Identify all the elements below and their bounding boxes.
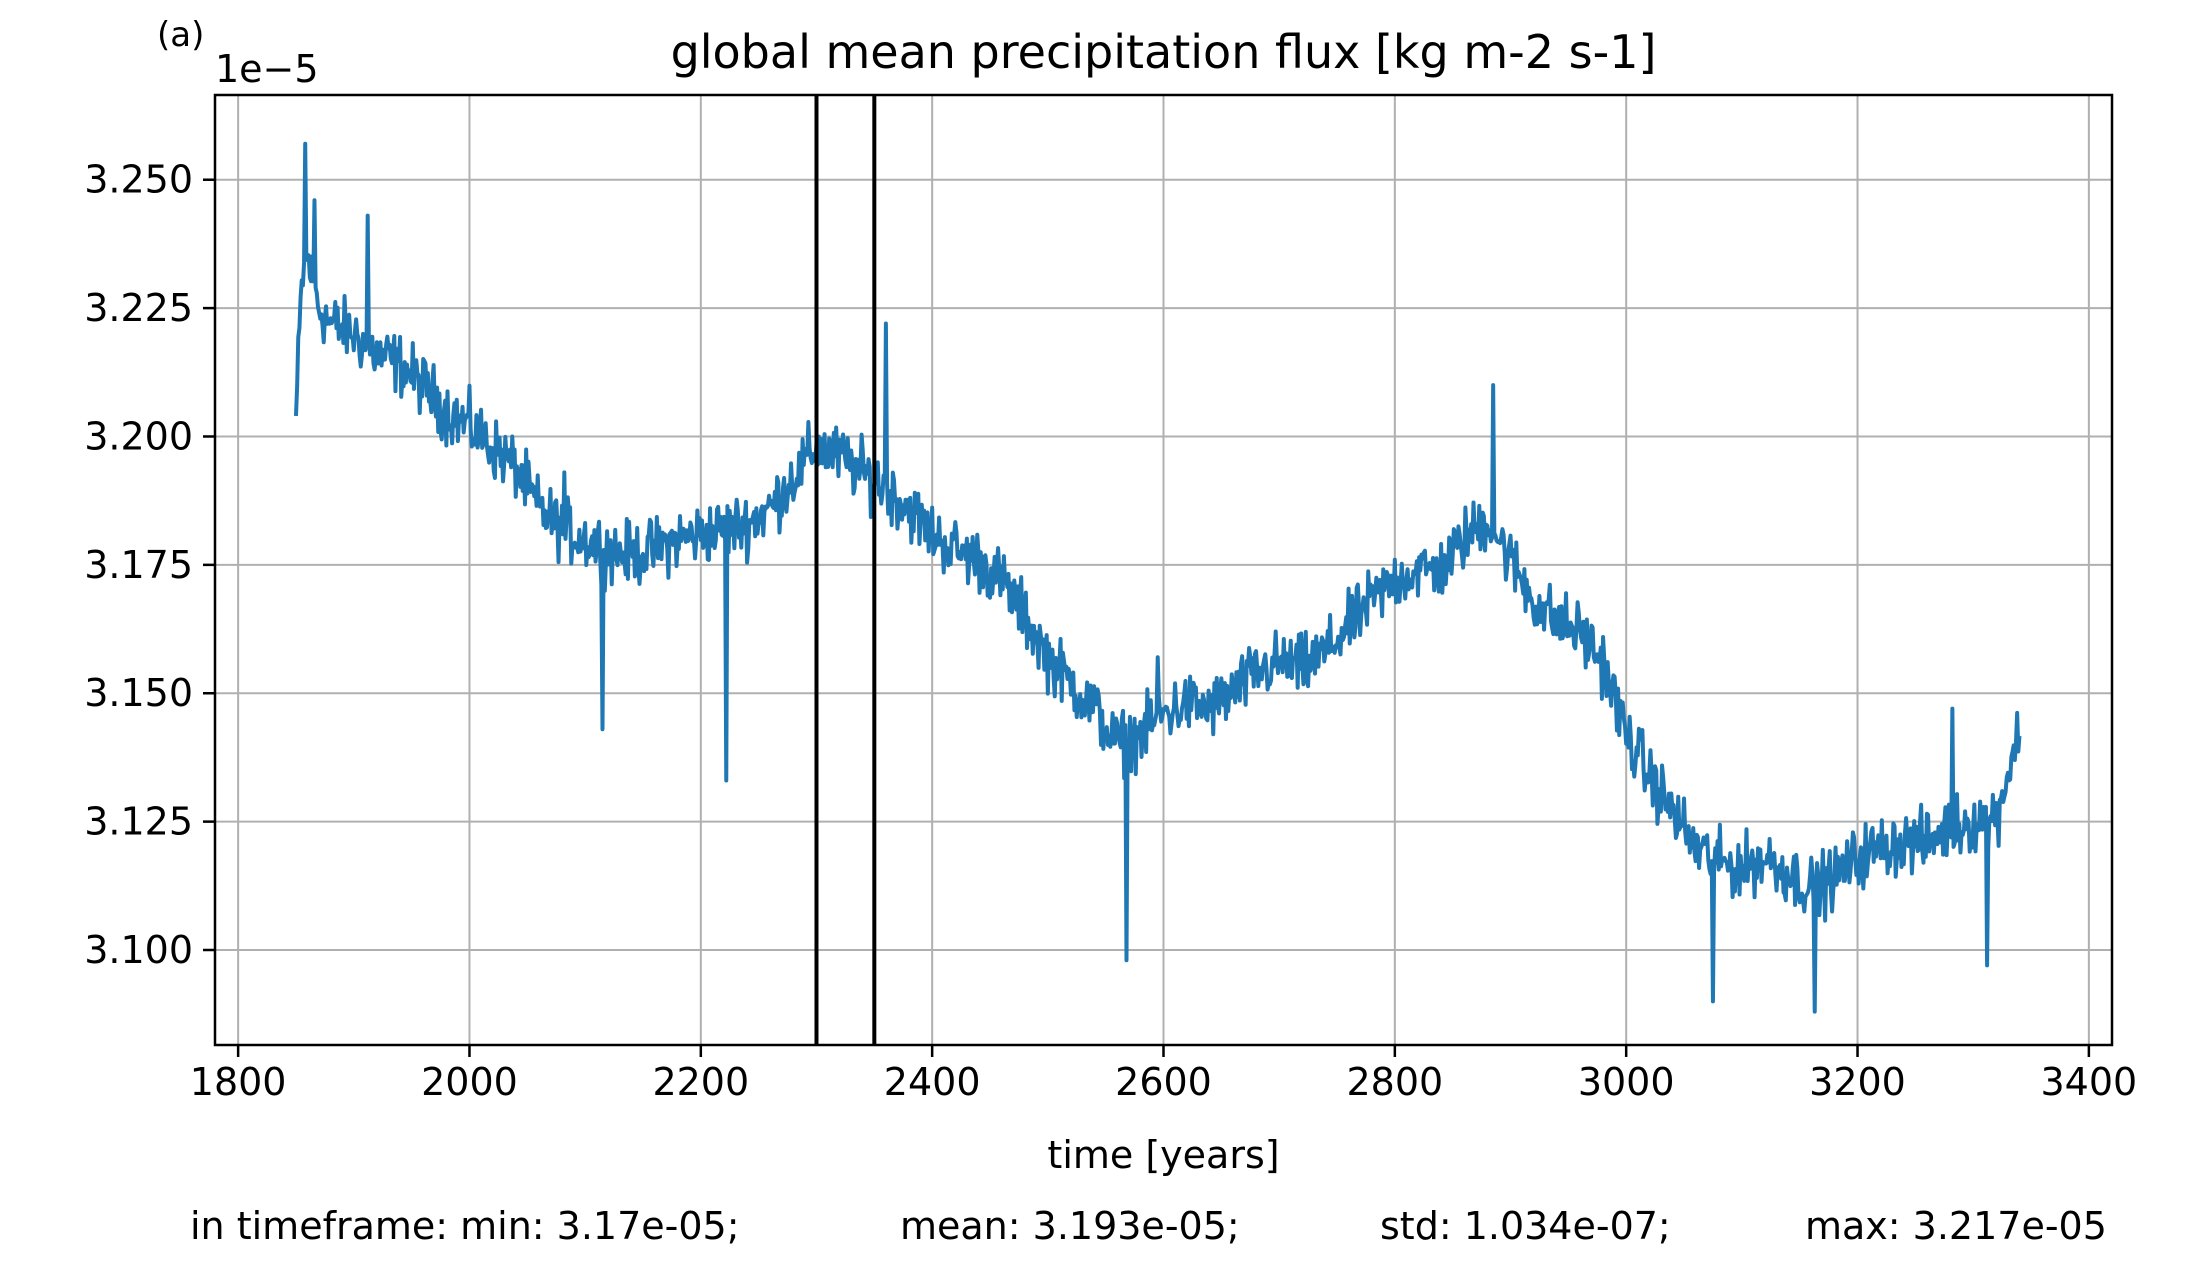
chart-title: global mean precipitation flux [kg m-2 s… bbox=[671, 25, 1657, 79]
panel-label: (a) bbox=[157, 15, 204, 55]
x-tick-label: 2400 bbox=[884, 1060, 981, 1104]
x-axis-label: time [years] bbox=[1047, 1133, 1279, 1177]
y-tick-label: 3.100 bbox=[84, 928, 193, 972]
stat-std: std: 1.034e-07; bbox=[1380, 1204, 1671, 1248]
y-tick-label: 3.175 bbox=[84, 543, 193, 587]
y-offset-label: 1e−5 bbox=[215, 47, 319, 91]
plot-area bbox=[293, 95, 2022, 1045]
stat-min: in timeframe: min: 3.17e-05; bbox=[190, 1204, 740, 1248]
data-series-line bbox=[293, 141, 2022, 1014]
x-tick-label: 3200 bbox=[1809, 1060, 1906, 1104]
chart-texts: 1800 2000 2200 2400 2600 2800 3000 3200 3400 3.10… bbox=[84, 15, 2137, 1177]
y-tick-label: 3.150 bbox=[84, 671, 193, 715]
x-tick-label: 2800 bbox=[1346, 1060, 1443, 1104]
stat-mean: mean: 3.193e-05; bbox=[900, 1204, 1240, 1248]
y-tick-label: 3.125 bbox=[84, 800, 193, 844]
y-tick-label: 3.250 bbox=[84, 158, 193, 202]
x-tick-label: 3000 bbox=[1578, 1060, 1675, 1104]
x-tick-label: 2600 bbox=[1115, 1060, 1212, 1104]
y-tick-label: 3.200 bbox=[84, 414, 193, 458]
x-tick-label: 2000 bbox=[421, 1060, 518, 1104]
x-tick-label: 2200 bbox=[652, 1060, 749, 1104]
y-tick-label: 3.225 bbox=[84, 286, 193, 330]
x-tick-label: 3400 bbox=[2041, 1060, 2138, 1104]
x-tick-label: 1800 bbox=[190, 1060, 287, 1104]
axes bbox=[203, 93, 2114, 1057]
stat-max: max: 3.217e-05 bbox=[1805, 1204, 2107, 1248]
